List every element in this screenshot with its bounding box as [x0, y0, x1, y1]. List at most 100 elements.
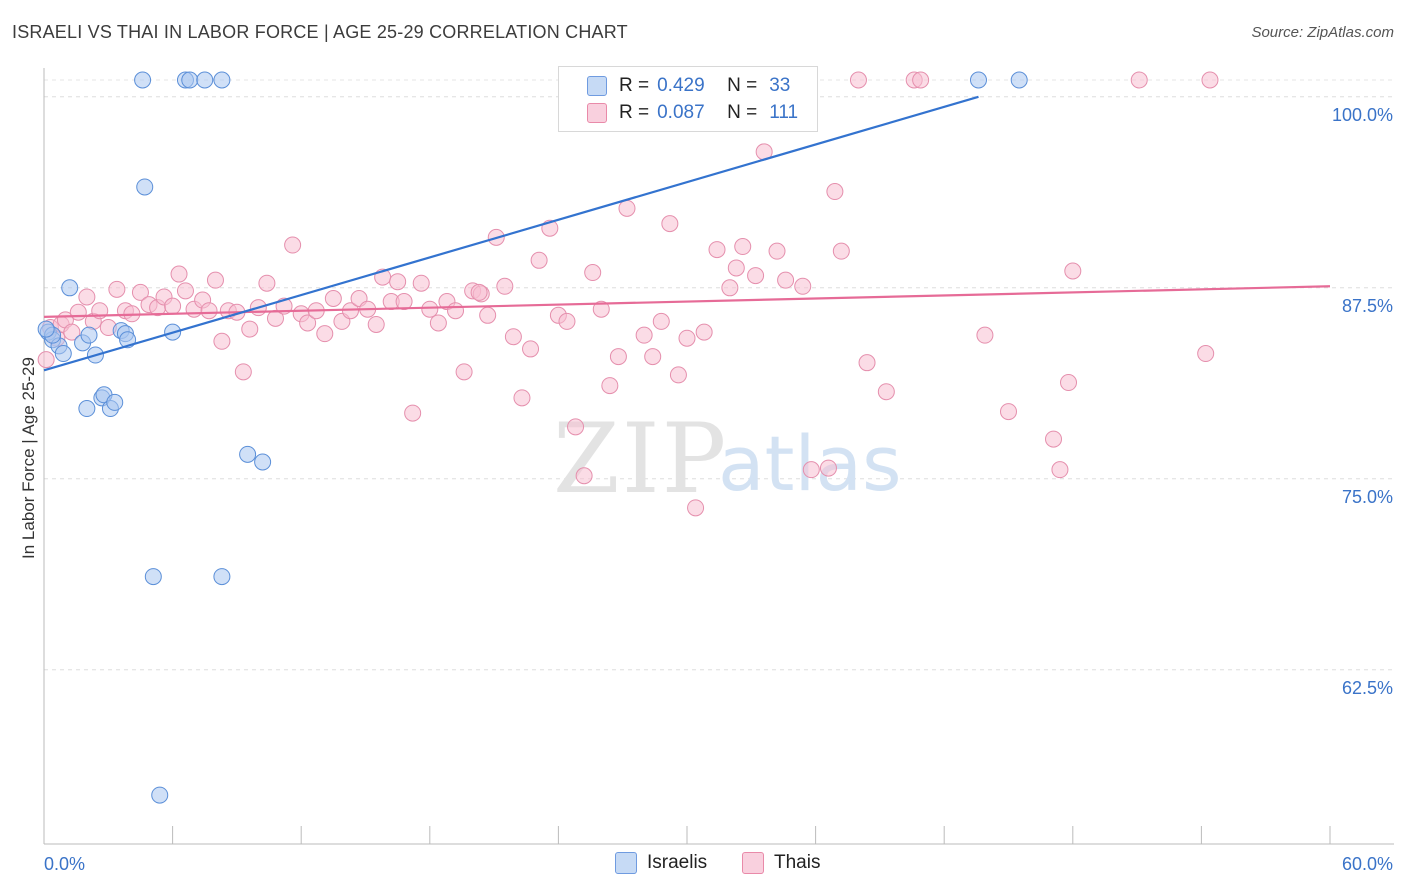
- legend-swatch-thais: [587, 103, 607, 123]
- israelis-point: [61, 279, 79, 297]
- thais-point: [206, 271, 224, 289]
- thais-point: [455, 363, 473, 381]
- israelis-point: [239, 445, 257, 463]
- thais-point: [241, 320, 259, 338]
- thais-point: [421, 300, 439, 318]
- israelis-point: [151, 786, 169, 804]
- thais-point: [1045, 430, 1063, 448]
- israelis-point: [213, 71, 231, 89]
- legend-n-value: 33: [769, 75, 791, 96]
- legend-n-label: N =: [727, 102, 758, 123]
- thais-point: [1060, 374, 1078, 392]
- stats-legend: R = 0.429 N = 33 R = 0.087 N = 111: [558, 66, 818, 132]
- israelis-point: [134, 71, 152, 89]
- thais-point: [170, 265, 188, 283]
- thais-point: [609, 348, 627, 366]
- thais-point: [558, 312, 576, 330]
- series-thais: [37, 71, 1219, 517]
- thais-point: [176, 282, 194, 300]
- legend-label-israelis: Israelis: [647, 852, 708, 873]
- legend-r-label: R =: [619, 75, 650, 96]
- thais-point: [826, 183, 844, 201]
- thais-point: [802, 461, 820, 479]
- thais-point: [200, 302, 218, 320]
- thais-point: [395, 293, 413, 311]
- legend-label-thais: Thais: [774, 852, 821, 873]
- thais-point: [687, 499, 705, 517]
- thais-point: [747, 267, 765, 285]
- thais-point: [78, 288, 96, 306]
- thais-point: [858, 354, 876, 372]
- legend-n-value: 111: [769, 102, 799, 123]
- thais-point: [721, 279, 739, 297]
- israelis-point: [106, 393, 124, 411]
- legend-row-thais: R = 0.087 N = 111: [587, 100, 798, 126]
- israelis-point: [181, 71, 199, 89]
- thais-point: [661, 215, 679, 233]
- thais-point: [849, 71, 867, 89]
- thais-point: [522, 340, 540, 358]
- israelis-point: [37, 320, 55, 338]
- thais-point: [63, 323, 81, 341]
- thais-point: [1051, 461, 1069, 479]
- thais-point: [108, 280, 126, 298]
- thais-point: [678, 329, 696, 347]
- y-tick-label: 100.0%: [1332, 105, 1393, 125]
- legend-swatch-israelis: [615, 852, 637, 874]
- thais-point: [1201, 71, 1219, 89]
- legend-item-thais[interactable]: Thais: [742, 852, 820, 874]
- israelis-trend-line: [43, 95, 979, 372]
- thais-point: [316, 325, 334, 343]
- legend-item-israelis[interactable]: Israelis: [615, 852, 707, 874]
- thais-point: [37, 351, 55, 369]
- thais-point: [734, 238, 752, 256]
- thais-point: [575, 467, 593, 485]
- thais-point: [470, 283, 488, 301]
- series-legend: Israelis Thais: [0, 852, 1406, 878]
- x-tick-label-max: 60.0%: [1342, 854, 1393, 874]
- y-tick-label: 87.5%: [1342, 296, 1393, 316]
- chart-source: Source: ZipAtlas.com: [1251, 24, 1394, 41]
- thais-point: [708, 241, 726, 259]
- israelis-point: [54, 345, 72, 363]
- thais-point: [644, 348, 662, 366]
- axes: [43, 68, 1394, 845]
- thais-point: [429, 314, 447, 332]
- thais-point: [258, 274, 276, 292]
- thais-point: [1197, 345, 1215, 363]
- legend-swatch-israelis: [587, 76, 607, 96]
- thais-point: [832, 242, 850, 260]
- axis-labels: 62.5% 75.0% 87.5% 100.0% 0.0% 60.0% In Labor F…: [19, 105, 1393, 874]
- thais-point: [504, 328, 522, 346]
- thais-point: [367, 315, 385, 333]
- thais-point: [794, 277, 812, 295]
- series-israelis: [37, 71, 1028, 804]
- thais-point: [1064, 262, 1082, 280]
- thais-point: [69, 303, 87, 321]
- israelis-point: [80, 326, 98, 344]
- thais-point: [412, 274, 430, 292]
- thais-point: [652, 312, 670, 330]
- chart-title: ISRAELI VS THAI IN LABOR FORCE | AGE 25-…: [12, 22, 628, 42]
- thais-point: [389, 273, 407, 291]
- legend-swatch-thais: [742, 852, 764, 874]
- thais-point: [131, 283, 149, 301]
- thais-point: [592, 300, 610, 318]
- thais-point: [727, 259, 745, 277]
- thais-point: [912, 71, 930, 89]
- thais-point: [513, 389, 531, 407]
- thais-point: [213, 332, 231, 350]
- thais-point: [284, 236, 302, 254]
- israelis-point: [144, 568, 162, 586]
- thais-point: [1000, 403, 1017, 421]
- thais-point: [164, 297, 182, 315]
- thais-point: [324, 290, 342, 308]
- israelis-point: [254, 453, 272, 471]
- thais-point: [479, 306, 497, 324]
- x-tick-label-min: 0.0%: [44, 854, 85, 874]
- thais-point: [777, 271, 795, 289]
- israelis-point: [969, 71, 987, 89]
- thais-point: [567, 418, 585, 436]
- legend-n-label: N =: [727, 75, 758, 96]
